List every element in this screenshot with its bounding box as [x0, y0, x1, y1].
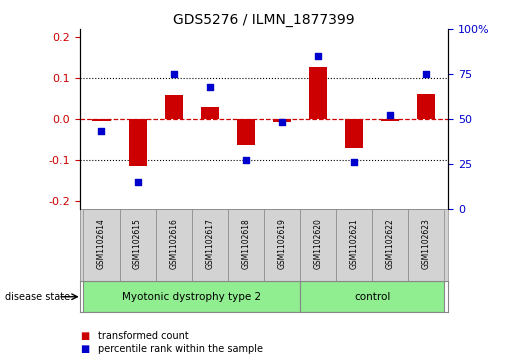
Bar: [300, 209, 336, 281]
Text: GSM1102623: GSM1102623: [422, 218, 431, 269]
Text: ■: ■: [80, 344, 89, 354]
Bar: [417, 94, 435, 119]
Text: GSM1102615: GSM1102615: [133, 218, 142, 269]
Bar: [372, 209, 408, 281]
Text: percentile rank within the sample: percentile rank within the sample: [98, 344, 263, 354]
Title: GDS5276 / ILMN_1877399: GDS5276 / ILMN_1877399: [173, 13, 355, 26]
Bar: [129, 119, 147, 166]
Text: GSM1102622: GSM1102622: [386, 218, 395, 269]
Point: [314, 53, 322, 59]
Bar: [237, 119, 255, 146]
Bar: [165, 95, 183, 119]
Bar: [336, 209, 372, 281]
Bar: [156, 209, 192, 281]
Bar: [300, 281, 444, 312]
Point: [97, 129, 106, 134]
Text: GSM1102617: GSM1102617: [205, 218, 214, 269]
Bar: [93, 119, 111, 121]
Text: disease state: disease state: [5, 292, 70, 302]
Point: [133, 179, 142, 185]
Text: GSM1102616: GSM1102616: [169, 218, 178, 269]
Bar: [83, 281, 300, 312]
Text: control: control: [354, 292, 390, 302]
Bar: [201, 107, 219, 119]
Bar: [264, 209, 300, 281]
Point: [205, 83, 214, 89]
Bar: [83, 209, 119, 281]
Bar: [309, 67, 327, 119]
Text: GSM1102614: GSM1102614: [97, 218, 106, 269]
Bar: [119, 209, 156, 281]
Point: [422, 71, 431, 77]
Text: GSM1102620: GSM1102620: [314, 218, 322, 269]
Text: GSM1102621: GSM1102621: [350, 218, 358, 269]
Point: [169, 71, 178, 77]
Bar: [228, 209, 264, 281]
Text: GSM1102618: GSM1102618: [242, 218, 250, 269]
Bar: [273, 119, 291, 122]
Bar: [381, 119, 399, 121]
Bar: [345, 119, 363, 148]
Point: [386, 113, 394, 118]
Text: Myotonic dystrophy type 2: Myotonic dystrophy type 2: [122, 292, 261, 302]
Point: [242, 157, 250, 163]
Text: ■: ■: [80, 331, 89, 341]
Bar: [408, 209, 444, 281]
Bar: [192, 209, 228, 281]
Point: [350, 159, 358, 165]
Text: transformed count: transformed count: [98, 331, 188, 341]
Point: [278, 119, 286, 125]
Text: GSM1102619: GSM1102619: [278, 218, 286, 269]
